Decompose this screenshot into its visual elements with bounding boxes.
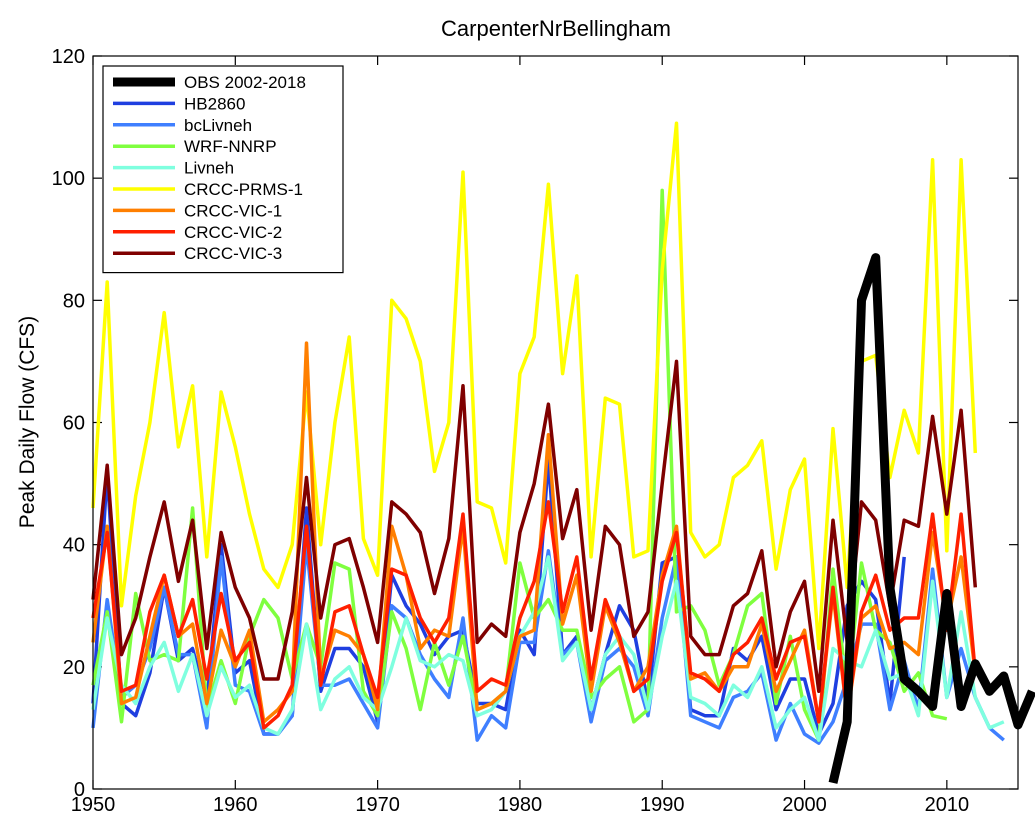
y-tick-label: 60 — [63, 413, 85, 435]
y-tick-label: 40 — [63, 535, 85, 557]
y-axis-label: Peak Daily Flow (CFS) — [16, 316, 39, 528]
x-tick-label: 1970 — [355, 794, 400, 816]
y-tick-label: 0 — [74, 779, 85, 801]
legend-label: OBS 2002-2018 — [184, 73, 306, 92]
x-tick-label: 1950 — [71, 794, 116, 816]
y-tick-label: 120 — [52, 46, 85, 68]
legend-label: CRCC-VIC-2 — [184, 223, 282, 242]
series-line-crcc-vic-3 — [91, 359, 978, 694]
series-line-wrf-nnrp — [91, 188, 948, 742]
plot-frame — [92, 55, 1019, 790]
x-tick-label: 2000 — [782, 794, 827, 816]
legend-label: WRF-NNRP — [184, 137, 277, 156]
series-line-crcc-vic-2 — [91, 500, 978, 730]
legend-label: CRCC-VIC-3 — [184, 244, 282, 263]
y-tick-label: 80 — [63, 290, 85, 312]
legend-label: HB2860 — [184, 94, 245, 113]
series-line-obs-2002-2018 — [828, 253, 1035, 784]
legend: OBS 2002-2018 HB2860 bcLivneh WRF-NNRP Livne… — [102, 65, 344, 274]
x-tick-label: 1960 — [213, 794, 258, 816]
y-tick-label: 100 — [52, 168, 85, 190]
y-tick-label: 20 — [63, 657, 85, 679]
legend-label: bcLivneh — [184, 116, 252, 135]
x-tick-label: 1980 — [498, 794, 543, 816]
legend-label: CRCC-PRMS-1 — [184, 180, 303, 199]
chart-title: CarpenterNrBellingham — [441, 16, 671, 41]
x-tick-label: 2010 — [925, 794, 970, 816]
legend-label: CRCC-VIC-1 — [184, 201, 282, 220]
legend-label: Livneh — [184, 159, 234, 178]
x-tick-label: 1990 — [640, 794, 685, 816]
x-ticks: 1950 1960 1970 1980 1990 2000 2010 — [71, 56, 969, 816]
series-line-crcc-prms-1 — [91, 121, 978, 651]
series-lines — [91, 121, 1035, 784]
